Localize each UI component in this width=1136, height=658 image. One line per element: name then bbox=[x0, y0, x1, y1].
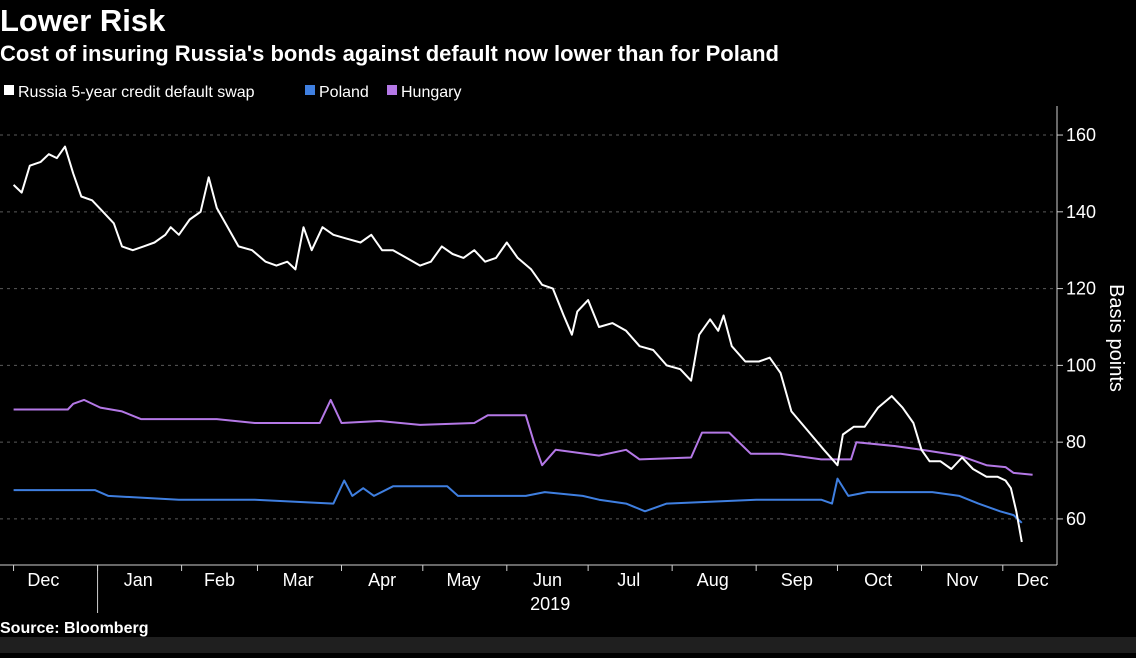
series-lines bbox=[12, 145, 1033, 543]
chart-subtitle: Cost of insuring Russia's bonds against … bbox=[0, 41, 779, 66]
legend: Russia 5-year credit default swap Poland H… bbox=[4, 84, 461, 101]
gridlines bbox=[0, 134, 1057, 520]
tick-label-x-10: Sep bbox=[781, 570, 813, 590]
tick-label-x-5: Apr bbox=[368, 570, 396, 590]
tick-label-y-140: 140 bbox=[1066, 202, 1096, 222]
legend-swatch-2 bbox=[305, 85, 315, 95]
legend-label-3: Hungary bbox=[401, 84, 461, 101]
series-line-hungary bbox=[13, 398, 1033, 476]
legend-label-1: Russia 5-year credit default swap bbox=[18, 84, 255, 101]
y-axis-title: Basis points bbox=[1105, 284, 1127, 392]
tick-label-x-13: Dec bbox=[1017, 570, 1049, 590]
axes: 60 80 100 120 140 160 Dec Jan Feb Mar Apr May Jun Jul… bbox=[0, 106, 1096, 614]
legend-label-2: Poland bbox=[319, 84, 369, 101]
legend-swatch-3 bbox=[387, 85, 397, 95]
tick-label-y-100: 100 bbox=[1066, 355, 1096, 375]
tick-label-x-12: Nov bbox=[946, 570, 978, 590]
tick-label-y-160: 160 bbox=[1066, 125, 1096, 145]
source-note: Source: Bloomberg bbox=[0, 620, 148, 637]
tick-label-x-11: Oct bbox=[864, 570, 892, 590]
tick-label-x-6: May bbox=[446, 570, 480, 590]
tick-label-y-80: 80 bbox=[1066, 432, 1086, 452]
tick-label-y-120: 120 bbox=[1066, 279, 1096, 299]
tick-label-x-8: Jul bbox=[617, 570, 640, 590]
legend-swatch-1 bbox=[4, 85, 14, 95]
tick-label-x-7: Jun bbox=[533, 570, 562, 590]
series-line-poland bbox=[13, 477, 1023, 524]
tick-label-x-1: Dec bbox=[27, 570, 59, 590]
tick-label-y-60: 60 bbox=[1066, 509, 1086, 529]
tick-label-x-4: Mar bbox=[283, 570, 314, 590]
chart-title: Lower Risk bbox=[0, 3, 166, 38]
tick-label-x-3: Feb bbox=[204, 570, 235, 590]
series-line-russia bbox=[12, 145, 1023, 543]
x-year-label: 2019 bbox=[530, 594, 570, 614]
tick-label-x-9: Aug bbox=[697, 570, 729, 590]
footer-strip bbox=[0, 637, 1136, 653]
tick-label-x-2: Jan bbox=[124, 570, 153, 590]
